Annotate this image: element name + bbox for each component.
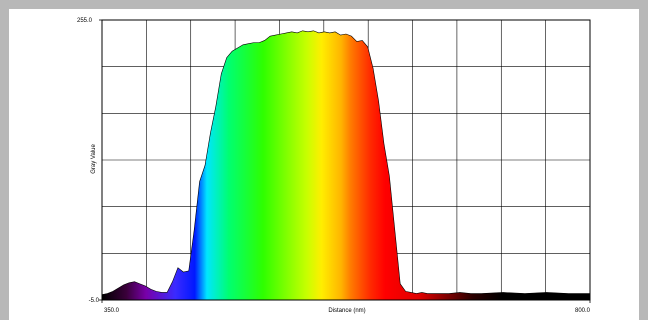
y-min-tick-label: -5.0: [89, 298, 100, 304]
x-axis-label: Distance (nm): [328, 308, 365, 314]
x-min-tick-label: 350.0: [104, 308, 120, 314]
plot-border: [101, 19, 591, 301]
spectrum-area: [102, 30, 590, 301]
y-axis-label: Gray Value: [91, 144, 97, 174]
x-max-tick-label: 800.0: [575, 308, 591, 314]
profile-line: [101, 30, 590, 295]
y-max-tick-label: 255.0: [77, 18, 93, 24]
axis-ticks: [99, 19, 591, 303]
